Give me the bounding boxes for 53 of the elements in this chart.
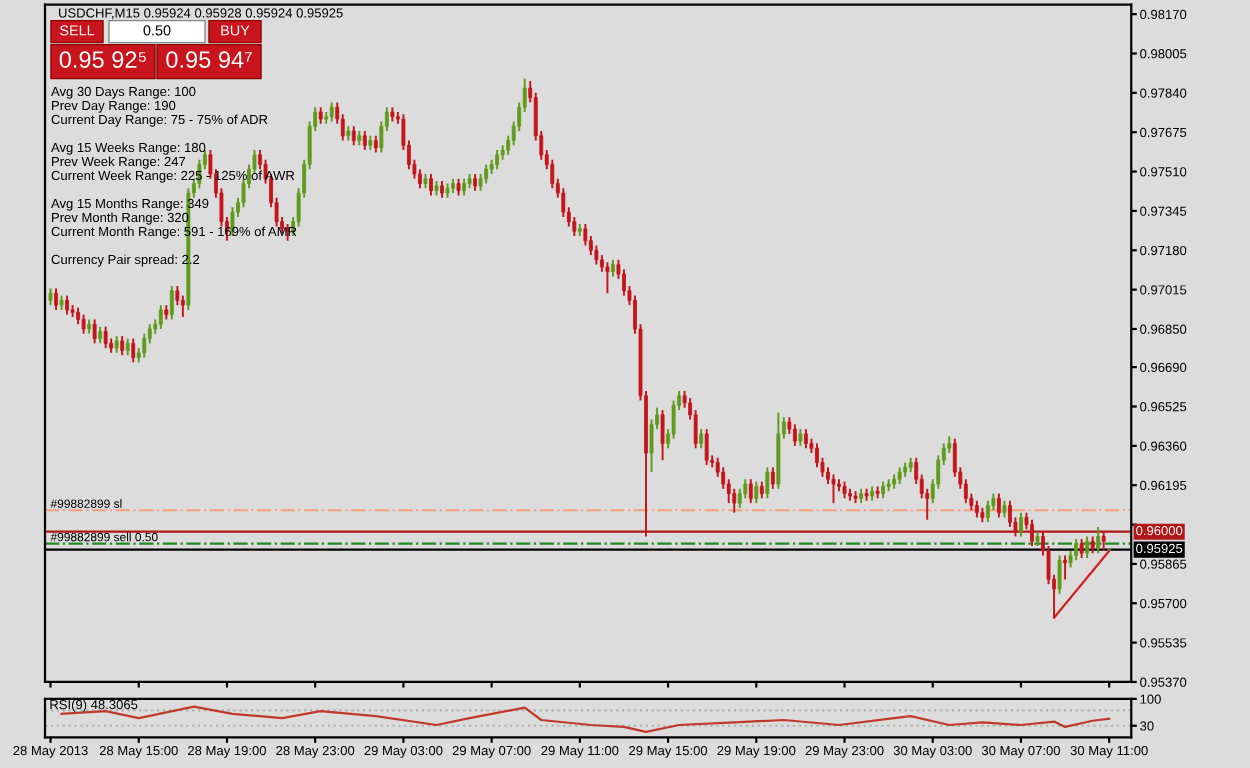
candlestick xyxy=(65,294,69,316)
candlestick xyxy=(329,101,334,123)
candlestick xyxy=(737,487,742,509)
candlestick xyxy=(732,487,737,514)
candlestick xyxy=(815,442,819,469)
candlestick xyxy=(103,325,108,350)
candlestick xyxy=(362,130,367,152)
candlestick xyxy=(561,187,566,218)
candlestick xyxy=(770,466,775,490)
candlestick xyxy=(765,466,770,500)
candlestick xyxy=(550,158,555,190)
candlestick xyxy=(495,149,500,171)
candlestick xyxy=(131,337,136,364)
candlestick xyxy=(985,499,990,524)
candlestick xyxy=(572,215,577,237)
candlestick xyxy=(158,304,163,330)
candlestick xyxy=(1085,535,1090,559)
candlestick xyxy=(704,428,709,466)
candlestick xyxy=(754,480,759,505)
candlestick xyxy=(81,313,86,335)
candlestick xyxy=(1074,537,1079,562)
candlestick xyxy=(1057,554,1062,595)
candlestick xyxy=(120,335,125,357)
candlestick xyxy=(1008,499,1012,528)
candlestick xyxy=(622,268,626,297)
candlestick xyxy=(699,428,704,450)
candlestick xyxy=(484,163,489,185)
candlestick xyxy=(660,409,665,462)
candlestick xyxy=(429,172,433,197)
candlestick xyxy=(748,478,753,505)
candlestick xyxy=(180,294,185,319)
candlestick xyxy=(351,125,356,147)
candlestick xyxy=(996,492,1001,519)
candlestick xyxy=(142,332,147,359)
candlestick xyxy=(1030,518,1034,547)
annotation: 0.95 94⁷ xyxy=(166,51,252,68)
annotation: 0.95 92⁵ xyxy=(59,51,146,68)
candlestick xyxy=(803,428,808,450)
candlestick xyxy=(169,285,174,321)
candlestick xyxy=(1096,525,1101,555)
candlestick xyxy=(792,423,797,447)
candlestick xyxy=(671,399,676,440)
candlestick xyxy=(583,223,588,247)
candlestick xyxy=(54,287,58,311)
candlestick xyxy=(1079,537,1084,559)
candlestick xyxy=(92,318,97,345)
candlestick xyxy=(1019,511,1023,538)
candlestick xyxy=(605,261,610,295)
candlestick xyxy=(831,473,836,505)
candlestick xyxy=(1063,554,1068,581)
candlestick xyxy=(594,244,599,266)
candlestick xyxy=(743,478,748,500)
candlestick xyxy=(418,168,422,190)
